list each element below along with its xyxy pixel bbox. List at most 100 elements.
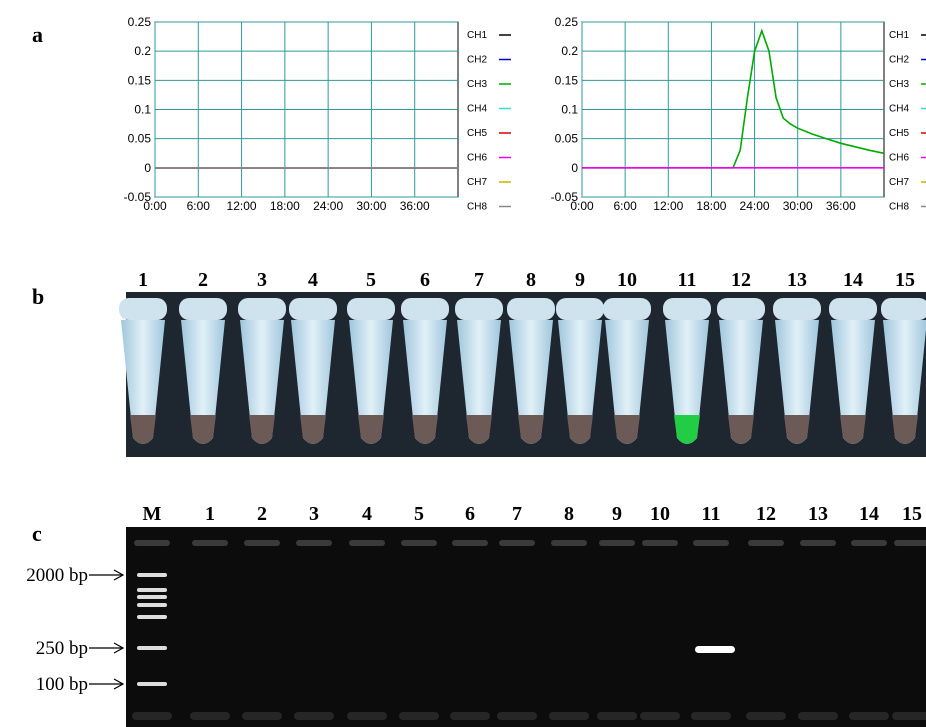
legend-label: CH8 bbox=[467, 202, 487, 213]
legend-label: CH3 bbox=[889, 79, 909, 90]
arrow-head bbox=[113, 678, 125, 690]
marker-label: 2000 bp bbox=[26, 565, 88, 586]
tube-body bbox=[665, 320, 709, 444]
y-tick-label: 0.25 bbox=[555, 15, 579, 29]
ladder-band bbox=[137, 603, 167, 607]
lane-glow bbox=[640, 712, 680, 720]
lane-glow bbox=[450, 712, 490, 720]
y-tick-label: 0.05 bbox=[555, 132, 579, 146]
lane-glow bbox=[399, 712, 439, 720]
legend-label: CH1 bbox=[467, 30, 487, 41]
ladder-band bbox=[137, 615, 167, 619]
marker-label: 100 bp bbox=[36, 674, 88, 695]
ladder-band bbox=[137, 595, 167, 599]
tube-body bbox=[558, 320, 602, 444]
tube-label: 3 bbox=[257, 269, 267, 291]
tube-body bbox=[291, 320, 335, 444]
x-tick-label: 0:00 bbox=[570, 199, 594, 213]
x-tick-label: 24:00 bbox=[313, 199, 343, 213]
series-line bbox=[582, 28, 885, 169]
y-tick-label: 0.15 bbox=[555, 73, 579, 87]
lane-label: 5 bbox=[414, 503, 424, 525]
tube-body bbox=[240, 320, 284, 444]
tube-liquid bbox=[567, 415, 593, 444]
tube-label: 2 bbox=[198, 269, 208, 291]
legend-label: CH6 bbox=[889, 153, 909, 164]
tube-body bbox=[121, 320, 165, 444]
legend-label: CH5 bbox=[467, 128, 487, 139]
lane-label: 14 bbox=[859, 503, 879, 525]
y-tick-label: 0.1 bbox=[134, 103, 151, 117]
x-tick-label: 18:00 bbox=[270, 199, 300, 213]
tube-label: 14 bbox=[843, 269, 863, 291]
x-tick-label: 12:00 bbox=[227, 199, 257, 213]
tube-body bbox=[181, 320, 225, 444]
legend-label: CH2 bbox=[467, 55, 487, 66]
lane-glow bbox=[746, 712, 786, 720]
tube-body bbox=[509, 320, 553, 444]
panel-label: a bbox=[32, 22, 43, 47]
x-tick-label: 30:00 bbox=[356, 199, 386, 213]
gel-photo bbox=[126, 527, 926, 727]
tube-body bbox=[775, 320, 819, 444]
x-tick-label: 0:00 bbox=[143, 199, 167, 213]
tube-label: 4 bbox=[308, 269, 318, 291]
tube-body bbox=[349, 320, 393, 444]
tube-liquid bbox=[190, 415, 216, 444]
well bbox=[401, 540, 437, 546]
tube-cap bbox=[119, 298, 167, 320]
legend-label: CH2 bbox=[889, 55, 909, 66]
tube-cap bbox=[881, 298, 926, 320]
well bbox=[851, 540, 887, 546]
legend-label: CH7 bbox=[889, 177, 909, 188]
well bbox=[693, 540, 729, 546]
x-tick-label: 12:00 bbox=[653, 199, 683, 213]
tube-label: 15 bbox=[895, 269, 915, 291]
well bbox=[894, 540, 926, 546]
lane-label: 13 bbox=[808, 503, 828, 525]
tube-cap bbox=[455, 298, 503, 320]
well bbox=[134, 540, 170, 546]
lane-glow bbox=[849, 712, 889, 720]
tube-label: 5 bbox=[366, 269, 376, 291]
ladder-band bbox=[137, 646, 167, 650]
tube-cap bbox=[556, 298, 604, 320]
tube-liquid bbox=[784, 415, 810, 444]
tube-liquid bbox=[466, 415, 492, 444]
legend-label: CH1 bbox=[889, 30, 909, 41]
y-tick-label: -0.05 bbox=[124, 190, 152, 204]
y-tick-label: 0.15 bbox=[128, 73, 152, 87]
well bbox=[748, 540, 784, 546]
well bbox=[499, 540, 535, 546]
well bbox=[192, 540, 228, 546]
tube-cap bbox=[663, 298, 711, 320]
tube-label: 12 bbox=[731, 269, 751, 291]
x-tick-label: 36:00 bbox=[826, 199, 856, 213]
lane-label: 2 bbox=[257, 503, 267, 525]
lane-label: 9 bbox=[612, 503, 622, 525]
x-tick-label: 6:00 bbox=[187, 199, 211, 213]
arrow-head bbox=[113, 569, 125, 581]
legend-label: CH7 bbox=[467, 177, 487, 188]
lane-glow bbox=[798, 712, 838, 720]
y-tick-label: 0.2 bbox=[134, 44, 151, 58]
lane-label: 11 bbox=[702, 503, 721, 525]
lane-label: 10 bbox=[650, 503, 670, 525]
ladder-band bbox=[137, 682, 167, 686]
lane-glow bbox=[497, 712, 537, 720]
well bbox=[642, 540, 678, 546]
tube-body bbox=[719, 320, 763, 444]
y-tick-label: 0.1 bbox=[561, 103, 578, 117]
x-tick-label: 24:00 bbox=[740, 199, 770, 213]
legend-label: CH4 bbox=[467, 104, 487, 115]
tube-body bbox=[831, 320, 875, 444]
lane-label: 12 bbox=[756, 503, 776, 525]
tube-liquid bbox=[130, 415, 156, 444]
tube-label: 7 bbox=[474, 269, 484, 291]
panel-label: b bbox=[32, 284, 44, 309]
lane-label: 3 bbox=[309, 503, 319, 525]
y-tick-label: 0.05 bbox=[128, 132, 152, 146]
tube-cap bbox=[238, 298, 286, 320]
marker-label: 250 bp bbox=[36, 638, 88, 659]
